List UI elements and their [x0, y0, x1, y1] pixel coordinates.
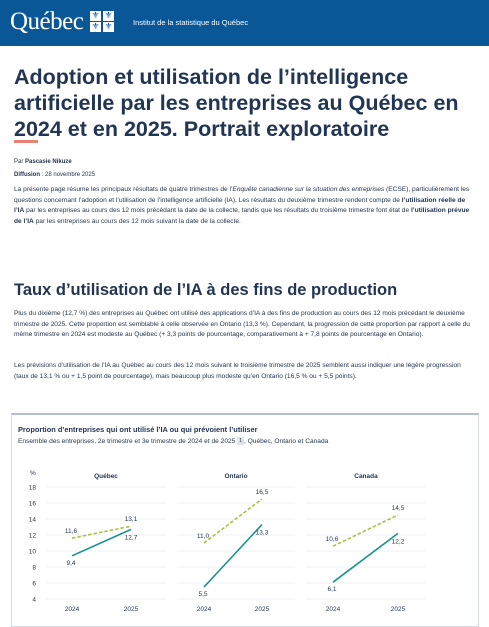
chart-subtitle: Ensemble des entreprises, 2e trimestre e… [18, 437, 329, 445]
fleur-de-lys-flag-icon: ⚜ ⚜ ⚜ ⚜ [90, 11, 114, 32]
fleur-de-lys-icon: ⚜ [91, 22, 100, 32]
page-title: Adoption et utilisation de l’intelligenc… [14, 65, 459, 141]
author-byline: Par Pascasie Nikuze [14, 158, 72, 166]
section-paragraph-2: Les prévisions d’utilisation de l’IA au … [14, 362, 461, 380]
diffusion-date-line: Diffusion : 28 novembre 2025 [14, 172, 96, 178]
quebec-logo-text[interactable]: Québec [10, 8, 84, 35]
section-title: Taux d’utilisation de l’IA à des fins de… [14, 281, 398, 299]
title-accent-rule [14, 140, 38, 143]
chart-title: Proportion d’entreprises qui ont utilisé… [18, 425, 258, 434]
survey-name: Enquête canadienne sur la situation des … [232, 186, 385, 193]
author-name: Pascasie Nikuze [25, 159, 72, 165]
footnote-badge[interactable]: 1 [237, 437, 244, 445]
author-label: Par [14, 159, 24, 165]
fleur-de-lys-icon: ⚜ [91, 11, 100, 21]
intro-paragraph: La présente page résume les principaux r… [14, 186, 470, 225]
institute-name-link[interactable]: Institut de la statistique du Québec [133, 18, 249, 27]
header-banner: Québec ⚜ ⚜ ⚜ ⚜ Institut de la statistiqu… [0, 0, 489, 46]
section-paragraph-1: Plus du dixième (12,7 %) des entreprises… [14, 310, 470, 339]
diffusion-label: Diffusion [14, 172, 40, 178]
fleur-de-lys-icon: ⚜ [104, 11, 113, 21]
diffusion-date: 28 novembre 2025 [45, 172, 96, 178]
fleur-de-lys-icon: ⚜ [104, 22, 113, 32]
